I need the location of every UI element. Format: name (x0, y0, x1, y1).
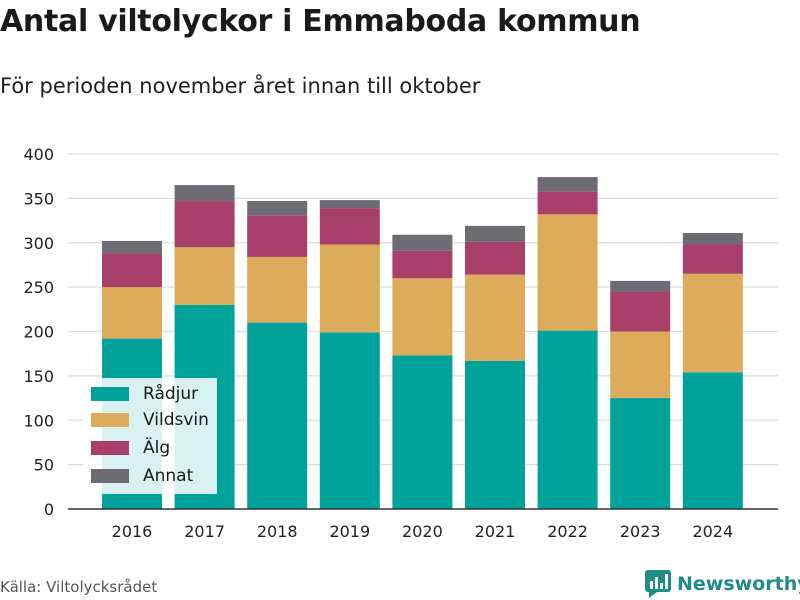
y-tick-label-350: 350 (23, 189, 54, 208)
bar-2020-vildsvin (392, 278, 453, 356)
y-tick-label-200: 200 (23, 323, 54, 342)
y-tick-label-400: 400 (23, 145, 54, 164)
x-tick-label-2020: 2020 (402, 522, 443, 541)
bar-2019-annat (319, 200, 380, 209)
bar-2019-vildsvin (319, 244, 380, 333)
legend-swatch-annat (91, 469, 129, 483)
bar-2017-annat (174, 185, 235, 202)
brand-logo[interactable]: Newsworthy (645, 570, 800, 598)
bar-2023-rdjur (610, 398, 671, 509)
legend-label-radjur: Rådjur (143, 384, 199, 404)
bar-2023-vildsvin (610, 331, 671, 399)
legend-swatch-alg (91, 441, 129, 455)
legend-item-annat[interactable]: Annat (91, 465, 193, 487)
bar-2018-vildsvin (247, 256, 308, 323)
y-tick-label-150: 150 (23, 367, 54, 386)
bar-2021-vildsvin (465, 274, 525, 361)
y-tick-label-250: 250 (23, 278, 54, 297)
bar-2023-annat (610, 280, 671, 292)
legend-swatch-radjur (91, 387, 129, 401)
x-tick-label-2022: 2022 (547, 522, 588, 541)
bar-2021-rdjur (465, 360, 525, 509)
legend-item-vildsvin[interactable]: Vildsvin (91, 409, 209, 431)
bar-2024-rdjur (682, 372, 743, 509)
legend-label-vildsvin: Vildsvin (143, 410, 209, 430)
bar-2023-lg (610, 291, 671, 332)
bar-2022-rdjur (537, 330, 598, 509)
bar-2020-lg (392, 250, 453, 279)
bar-2022-lg (537, 191, 598, 215)
chart-subtitle: För perioden november året innan till ok… (0, 74, 481, 98)
bar-2021-annat (465, 225, 525, 242)
x-tick-label-2019: 2019 (329, 522, 370, 541)
bar-2021-lg (465, 241, 525, 275)
legend-swatch-vildsvin (91, 413, 129, 427)
x-tick-label-2017: 2017 (184, 522, 225, 541)
bar-2019-rdjur (319, 332, 380, 509)
x-tick-label-2023: 2023 (620, 522, 661, 541)
bar-2020-rdjur (392, 355, 453, 509)
bar-2017-lg (174, 201, 235, 248)
legend-label-alg: Älg (143, 438, 171, 458)
x-tick-label-2024: 2024 (692, 522, 733, 541)
y-tick-label-0: 0 (44, 500, 54, 519)
newsworthy-icon (645, 570, 671, 598)
bar-2017-vildsvin (174, 247, 235, 305)
x-tick-label-2018: 2018 (257, 522, 298, 541)
brand-name: Newsworthy (677, 573, 800, 595)
bar-2020-annat (392, 234, 453, 251)
bar-2016-annat (102, 240, 162, 254)
legend: Rådjur Vildsvin Älg Annat (83, 378, 217, 494)
bar-2022-annat (537, 177, 598, 192)
legend-item-alg[interactable]: Älg (91, 437, 170, 459)
bar-2018-annat (247, 201, 308, 216)
source-note: Källa: Viltolycksrådet (0, 578, 158, 596)
bar-2016-vildsvin (102, 287, 162, 339)
bar-2024-vildsvin (682, 273, 743, 373)
bar-2022-vildsvin (537, 214, 598, 331)
bar-2019-lg (319, 208, 380, 245)
x-tick-label-2021: 2021 (475, 522, 516, 541)
bar-2018-lg (247, 215, 308, 257)
y-tick-label-300: 300 (23, 234, 54, 253)
y-tick-label-100: 100 (23, 411, 54, 430)
y-tick-label-50: 50 (34, 456, 54, 475)
bar-2016-lg (102, 253, 162, 288)
chart-title: Antal viltolyckor i Emmaboda kommun (0, 4, 641, 39)
bar-2024-annat (682, 232, 743, 245)
legend-item-radjur[interactable]: Rådjur (91, 383, 198, 405)
bar-2018-rdjur (247, 322, 308, 509)
x-tick-label-2016: 2016 (112, 522, 153, 541)
bar-2024-lg (682, 244, 743, 274)
legend-label-annat: Annat (143, 466, 194, 486)
